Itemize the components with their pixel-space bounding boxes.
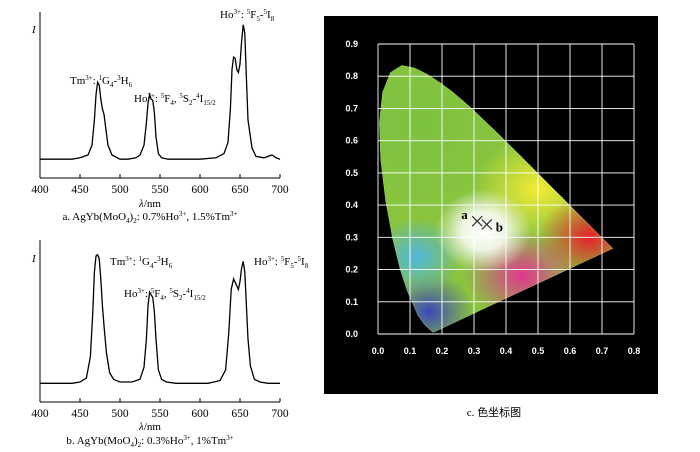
x-axis-tick-labels: 400 450 500 550 600 650 700 — [31, 408, 289, 420]
panel-b-caption: b. AgYb(MoO4)2: 0.3%Ho3+, 1%Tm3+ — [66, 434, 233, 449]
x-tick-label: 500 — [111, 408, 129, 420]
cie-y-tick-label: 0.5 — [345, 168, 358, 178]
cie-point-b: b — [481, 218, 503, 234]
x-tick-label: 450 — [71, 184, 89, 196]
panel-a-caption: a. AgYb(MoO4)2: 0.7%Ho3+, 1.5%Tm3+ — [62, 210, 237, 225]
x-tick-label: 400 — [31, 408, 49, 420]
cie-chromaticity-panel: 0.0 0.1 0.2 0.3 0.4 0.5 0.6 0.7 0.8 0.0 0.1 0.2 0.3 0… — [324, 16, 658, 419]
cie-x-tick-label: 0.7 — [596, 346, 609, 356]
cie-x-tick-label: 0.6 — [564, 346, 577, 356]
x-tick-label: 600 — [191, 408, 209, 420]
x-tick-label: 550 — [151, 408, 169, 420]
annotation-tm-1g4-3h6: Tm3+: 1G4-3H6 — [70, 74, 133, 89]
cie-y-tick-label: 0.6 — [345, 136, 358, 146]
cie-y-tick-label: 0.1 — [345, 297, 358, 307]
cie-tick-labels: 0.0 0.1 0.2 0.3 0.4 0.5 0.6 0.7 0.8 0.0 0.1 0.2 0.3 0… — [345, 39, 640, 356]
cie-x-tick-label: 0.1 — [404, 346, 417, 356]
y-axis-label: I — [31, 24, 37, 36]
x-tick-label: 400 — [31, 184, 49, 196]
x-tick-label: 450 — [71, 408, 89, 420]
cie-point-a: a — [461, 207, 483, 227]
x-tick-label: 550 — [151, 184, 169, 196]
x-tick-label: 700 — [271, 184, 289, 196]
cie-y-tick-label: 0.9 — [345, 39, 358, 49]
cie-y-tick-label: 0.4 — [345, 200, 358, 210]
x-tick-label: 650 — [231, 184, 249, 196]
point-label: b — [496, 219, 503, 234]
x-axis-label: λ/nm — [138, 421, 161, 433]
x-tick-label: 600 — [191, 184, 209, 196]
x-tick-label: 700 — [271, 408, 289, 420]
cie-x-tick-label: 0.3 — [468, 346, 481, 356]
cie-y-tick-label: 0.7 — [345, 103, 358, 113]
annotation-ho-5f4-5s2-4i15: Ho3+: 5F4, 5S2-4I15/2 — [134, 92, 216, 107]
point-label: a — [461, 207, 468, 222]
cie-x-tick-label: 0.5 — [532, 346, 545, 356]
cie-grid — [377, 43, 635, 335]
annotation-ho-5f5-5i8: Ho3+: 5F5-5I8 — [220, 8, 275, 23]
x-axis-label: λ/nm — [138, 198, 161, 210]
spectrum-panel-b: I 400 450 500 550 600 650 700 λ/nm Tm3+: 1G4-3… — [31, 240, 309, 449]
x-tick-label: 650 — [231, 408, 249, 420]
point-marker — [471, 215, 483, 227]
spectrum-curve — [40, 24, 281, 160]
cie-points: ab — [461, 207, 503, 234]
cie-y-tick-label: 0.3 — [345, 232, 358, 242]
cie-y-tick-label: 0.8 — [345, 71, 358, 81]
x-axis-ticks — [39, 174, 281, 178]
spectrum-panel-a: I 400 450 500 550 600 650 700 λ/nm Tm3+: 1G4-3… — [31, 8, 289, 225]
spectrum-curve — [40, 253, 280, 384]
annotation-tm-1g4-3h6: Tm3+: 1G4-3H6 — [110, 255, 173, 270]
x-tick-label: 500 — [111, 184, 129, 196]
cie-y-tick-label: 0.0 — [345, 329, 358, 339]
cie-x-tick-label: 0.8 — [628, 346, 641, 356]
panel-c-caption: c. 色坐标图 — [467, 405, 521, 419]
point-marker — [481, 218, 493, 230]
y-axis-label: I — [31, 253, 37, 265]
cie-x-tick-label: 0.0 — [372, 346, 385, 356]
gamut-region — [435, 189, 532, 273]
annotation-ho-5f5-5i8: Ho3+: 5F5-5I8 — [254, 255, 309, 270]
x-axis-tick-labels: 400 450 500 550 600 650 700 — [31, 184, 289, 196]
cie-y-tick-label: 0.2 — [345, 265, 358, 275]
annotation-ho-5f4-5s2-4i15: Ho3+: 5F4, 5S2-4I15/2 — [124, 287, 206, 302]
x-axis-ticks — [39, 398, 281, 402]
cie-x-tick-label: 0.4 — [500, 346, 513, 356]
cie-x-tick-label: 0.2 — [436, 346, 449, 356]
